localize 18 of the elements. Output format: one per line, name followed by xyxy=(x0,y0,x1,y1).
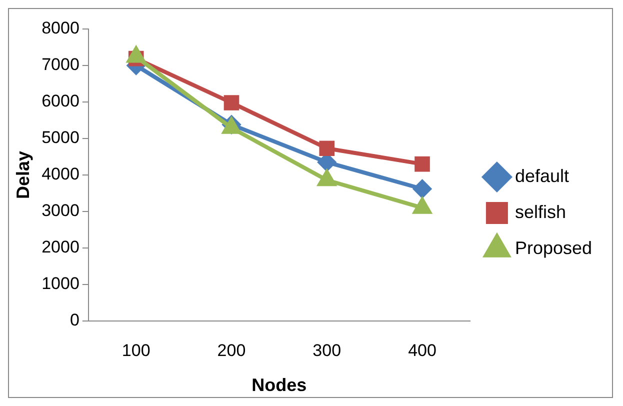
y-tick-label: 5000 xyxy=(42,128,80,148)
x-tick-label: 100 xyxy=(122,340,150,360)
x-tick-label: 300 xyxy=(312,340,342,360)
legend-label: Proposed xyxy=(514,238,592,258)
legend-label: selfish xyxy=(514,202,566,222)
x-tick-label: 400 xyxy=(408,340,436,360)
y-tick-label: 8000 xyxy=(42,18,80,38)
y-tick-label: 7000 xyxy=(42,55,80,74)
y-tick-label: 1000 xyxy=(42,274,80,294)
y-tick-label: 3000 xyxy=(42,201,80,220)
x-tick-label: 200 xyxy=(217,340,246,360)
legend-label: default xyxy=(514,166,569,186)
y-tick-label: 0 xyxy=(70,310,80,330)
y-axis-title: Delay xyxy=(12,150,33,200)
y-tick-label: 2000 xyxy=(42,238,80,257)
y-tick-label: 6000 xyxy=(42,92,80,111)
y-tick-label: 4000 xyxy=(42,164,80,184)
x-axis-title: Nodes xyxy=(252,375,307,396)
